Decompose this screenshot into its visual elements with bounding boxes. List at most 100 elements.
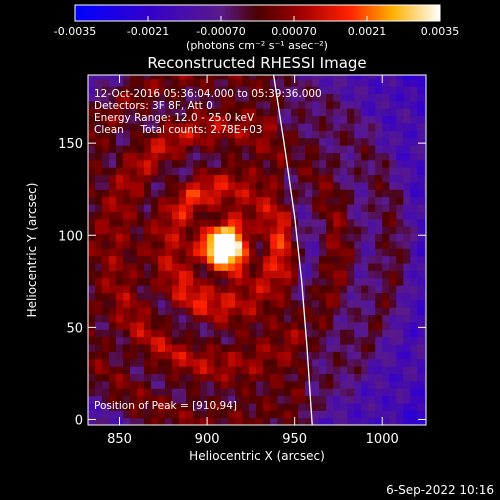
heatmap-cell — [179, 402, 187, 411]
heatmap-cell — [291, 410, 299, 419]
heatmap-cell — [347, 115, 355, 124]
heatmap-cell — [263, 402, 271, 411]
heatmap-cell — [214, 122, 222, 131]
heatmap-cell — [291, 189, 299, 198]
heatmap-cell — [424, 417, 426, 425]
heatmap-cell — [200, 388, 208, 397]
heatmap-cell — [214, 373, 222, 382]
heatmap-cell — [312, 196, 320, 205]
heatmap-cell — [242, 159, 250, 168]
heatmap-cell — [256, 203, 264, 212]
heatmap-cell — [368, 307, 376, 316]
heatmap-cell — [354, 78, 362, 87]
heatmap-cell — [249, 307, 257, 316]
heatmap-cell — [109, 402, 117, 411]
heatmap-cell — [340, 122, 348, 131]
heatmap-cell — [382, 233, 390, 242]
heatmap-cell — [228, 262, 236, 271]
heatmap-cell — [361, 211, 369, 220]
heatmap-cell — [200, 292, 208, 301]
heatmap-cell — [137, 159, 145, 168]
heatmap-cell — [186, 395, 194, 404]
heatmap-cell — [396, 218, 404, 227]
heatmap-cell — [340, 189, 348, 198]
heatmap-cell — [410, 115, 418, 124]
heatmap-cell — [263, 321, 271, 330]
heatmap-cell — [242, 388, 250, 397]
heatmap-cell — [410, 351, 418, 360]
heatmap-cell — [305, 321, 313, 330]
heatmap-cell — [228, 137, 236, 146]
heatmap-cell — [123, 152, 131, 161]
heatmap-cell — [228, 277, 236, 286]
heatmap-cell — [172, 402, 180, 411]
heatmap-cell — [235, 410, 243, 419]
heatmap-cell — [347, 211, 355, 220]
heatmap-cell — [375, 329, 383, 338]
heatmap-cell — [95, 255, 103, 264]
heatmap-cell — [396, 211, 404, 220]
heatmap-cell — [109, 307, 117, 316]
heatmap-cell — [249, 343, 257, 352]
heatmap-cell — [109, 351, 117, 360]
heatmap-cell — [375, 373, 383, 382]
heatmap-cell — [298, 152, 306, 161]
heatmap-cell — [130, 203, 138, 212]
heatmap-cell — [249, 277, 257, 286]
heatmap-cell — [410, 321, 418, 330]
heatmap-cell — [284, 203, 292, 212]
heatmap-cell — [256, 402, 264, 411]
heatmap-cell — [88, 78, 96, 87]
heatmap-cell — [228, 351, 236, 360]
heatmap-cell — [417, 285, 425, 293]
heatmap-cell — [263, 159, 271, 168]
heatmap-cell — [88, 115, 96, 124]
heatmap-cell — [165, 137, 173, 146]
heatmap-cell — [424, 189, 426, 198]
heatmap-cell — [186, 152, 194, 161]
heatmap-cell — [305, 75, 313, 80]
heatmap-cell — [235, 174, 243, 183]
heatmap-cell — [144, 343, 152, 352]
heatmap-cell — [396, 152, 404, 161]
heatmap-cell — [298, 203, 306, 212]
heatmap-cell — [256, 373, 264, 382]
heatmap-cell — [410, 152, 418, 161]
heatmap-cell — [354, 336, 362, 345]
heatmap-cell — [228, 366, 236, 375]
heatmap-cell — [193, 329, 201, 338]
heatmap-cell — [109, 196, 117, 205]
heatmap-cell — [298, 292, 306, 301]
heatmap-cell — [410, 93, 418, 102]
heatmap-cell — [347, 100, 355, 109]
heatmap-cell — [333, 285, 341, 293]
heatmap-cell — [270, 145, 278, 153]
heatmap-cell — [249, 358, 257, 367]
heatmap-cell — [109, 299, 117, 308]
heatmap-cell — [200, 351, 208, 360]
heatmap-cell — [151, 314, 159, 323]
heatmap-cell — [88, 373, 96, 382]
heatmap-cell — [305, 233, 313, 242]
heatmap-cell — [312, 137, 320, 146]
heatmap-cell — [158, 93, 166, 102]
heatmap-cell — [256, 86, 264, 95]
heatmap-cell — [284, 75, 292, 80]
heatmap-cell — [235, 336, 243, 345]
heatmap-cell — [382, 167, 390, 176]
heatmap-cell — [410, 78, 418, 87]
heatmap-cell — [333, 366, 341, 375]
heatmap-cell — [221, 211, 229, 220]
heatmap-cell — [312, 329, 320, 338]
heatmap-cell — [235, 218, 243, 227]
heatmap-cell — [424, 307, 426, 316]
heatmap-cell — [417, 218, 425, 227]
heatmap-cell — [417, 277, 425, 286]
heatmap-cell — [242, 366, 250, 375]
heatmap-cell — [375, 75, 383, 80]
heatmap-cell — [312, 78, 320, 87]
heatmap-cell — [263, 152, 271, 161]
heatmap-cell — [354, 395, 362, 404]
heatmap-cell — [396, 336, 404, 345]
heatmap-cell — [200, 358, 208, 367]
